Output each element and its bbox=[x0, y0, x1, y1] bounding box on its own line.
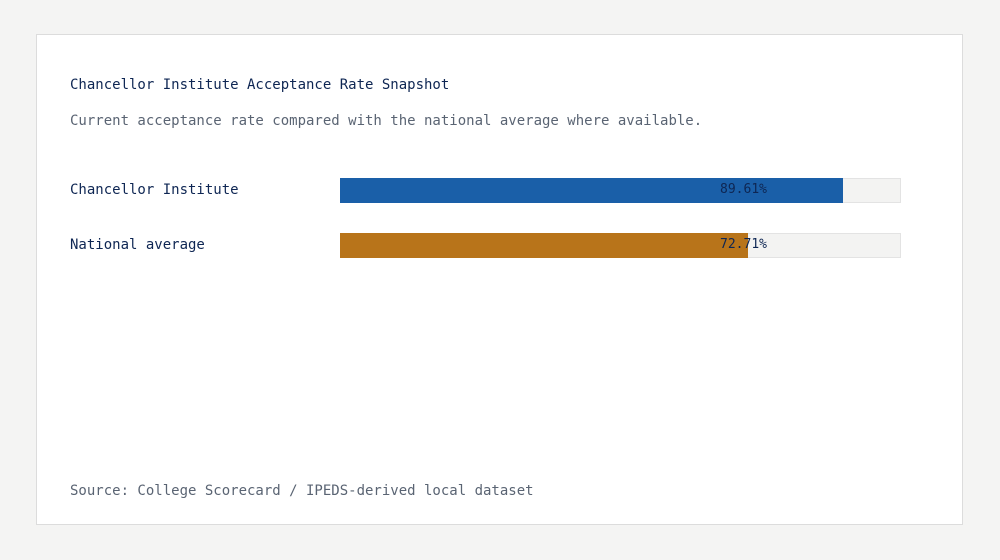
chart-source: Source: College Scorecard / IPEDS-derive… bbox=[70, 483, 534, 499]
bar-row-national-average: National average 72.71% bbox=[70, 233, 902, 258]
bar-row-chancellor-institute: Chancellor Institute 89.61% bbox=[70, 178, 902, 203]
bar-track-national-average bbox=[340, 233, 901, 258]
chart-card: Chancellor Institute Acceptance Rate Sna… bbox=[36, 34, 963, 525]
bar-label-national-average: National average bbox=[70, 237, 205, 253]
bar-chancellor-institute bbox=[340, 178, 843, 203]
chart-subtitle: Current acceptance rate compared with th… bbox=[70, 113, 703, 129]
chart-title: Chancellor Institute Acceptance Rate Sna… bbox=[70, 77, 450, 93]
bar-label-chancellor-institute: Chancellor Institute bbox=[70, 182, 239, 198]
bar-track-chancellor-institute bbox=[340, 178, 901, 203]
bar-value-national-average: 72.71% bbox=[720, 237, 767, 252]
bar-value-chancellor-institute: 89.61% bbox=[720, 182, 767, 197]
bar-national-average bbox=[340, 233, 748, 258]
